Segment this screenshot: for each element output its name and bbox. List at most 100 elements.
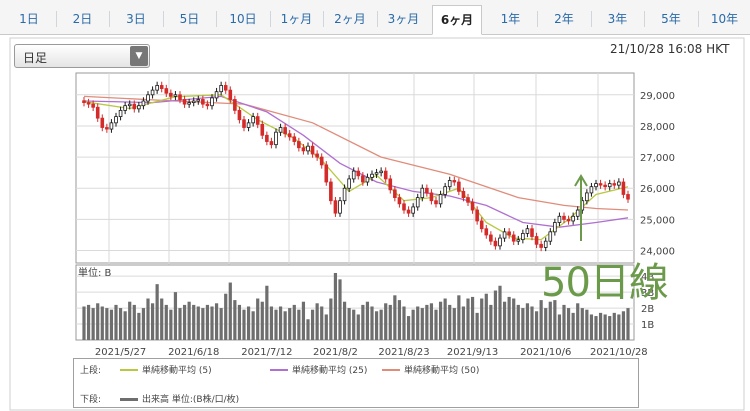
candle-body <box>438 194 443 205</box>
candle-body <box>621 181 626 195</box>
candle-body <box>141 100 146 107</box>
candle-body <box>233 99 237 111</box>
volume-bar <box>214 303 219 340</box>
volume-bar <box>246 306 251 340</box>
volume-bar <box>233 300 237 340</box>
tab-12[interactable]: 3年 <box>607 12 628 26</box>
candle-body <box>283 127 287 135</box>
candle-body <box>598 183 603 186</box>
candle-body <box>82 100 86 103</box>
candle-body <box>594 183 598 188</box>
volume-bar <box>178 308 182 340</box>
volume-bar <box>96 303 100 340</box>
volume-bar <box>342 301 347 340</box>
candle-body <box>210 97 214 107</box>
candle-body <box>534 236 539 245</box>
candle-body <box>374 172 379 175</box>
volume-bar <box>516 304 520 340</box>
candle-body <box>297 141 301 149</box>
volume-bar <box>608 316 612 340</box>
x-tick-label: 2021/8/2 <box>313 347 358 358</box>
annotation-arrow-head <box>574 174 588 187</box>
candle-body <box>315 153 319 158</box>
price-tick-label: 29,000 <box>640 91 675 102</box>
tab-8[interactable]: 3ヶ月 <box>387 12 420 26</box>
tab-2[interactable]: 2日 <box>72 12 93 26</box>
volume-bar <box>406 316 411 340</box>
candle-body <box>123 105 127 111</box>
period-select-value: 日足 <box>23 51 48 65</box>
tab-3[interactable]: 3日 <box>126 12 146 26</box>
volume-bar <box>141 308 146 340</box>
volume-bar <box>219 308 223 340</box>
tab-6[interactable]: 1ヶ月 <box>280 12 313 26</box>
tab-11[interactable]: 2年 <box>554 12 574 26</box>
volume-bar <box>288 308 292 340</box>
candle-body <box>109 122 114 130</box>
volume-bar <box>251 311 255 340</box>
volume-bar <box>443 298 447 340</box>
timestamp: 21/10/28 16:08 HKT <box>610 42 730 56</box>
volume-bar <box>237 304 242 340</box>
candle-body <box>329 181 333 202</box>
volume-bar <box>585 309 589 340</box>
period-select[interactable]: 日足 ▼ <box>14 44 150 68</box>
tab-5[interactable]: 10日 <box>229 12 257 26</box>
volume-bar <box>425 304 429 340</box>
volume-bar <box>461 306 466 340</box>
candle-body <box>388 178 393 191</box>
volume-bar <box>539 300 543 340</box>
candle-body <box>603 184 607 188</box>
tab-7[interactable]: 2ヶ月 <box>334 12 366 26</box>
tab-9[interactable]: 6ヶ月 <box>432 5 482 35</box>
volume-bar <box>612 312 616 340</box>
candle-body <box>118 109 123 118</box>
volume-bar <box>598 312 603 340</box>
candle-body <box>393 189 397 198</box>
volume-bar <box>297 309 301 340</box>
volume-bar <box>429 303 434 340</box>
tab-1[interactable]: 1日 <box>19 12 39 26</box>
candle-body <box>137 105 141 110</box>
volume-unit-label: 単位: B <box>78 266 112 279</box>
candle-body <box>521 233 525 241</box>
volume-tick-label: 3B <box>641 288 654 299</box>
tab-13[interactable]: 5年 <box>661 12 681 26</box>
tab-separator <box>55 11 57 27</box>
candle-body <box>182 99 187 105</box>
candle-body <box>91 103 95 108</box>
volume-bar <box>132 304 136 340</box>
candle-body <box>127 103 132 107</box>
volume-bar <box>452 308 456 340</box>
volume-bar <box>164 304 168 340</box>
candle-body <box>155 85 159 91</box>
volume-bar <box>580 308 584 340</box>
candle-body <box>201 99 205 105</box>
candle-body <box>575 209 580 217</box>
tab-separator <box>109 11 110 27</box>
chevron-down-icon[interactable]: ▼ <box>130 46 148 66</box>
candle-body <box>214 91 219 99</box>
candle-body <box>146 94 150 102</box>
volume-bar <box>548 301 552 340</box>
tab-14[interactable]: 10年 <box>710 12 739 26</box>
volume-bar <box>269 306 274 340</box>
candle-body <box>434 200 438 205</box>
volume-bar <box>146 298 150 340</box>
tab-10[interactable]: 1年 <box>500 12 521 26</box>
volume-bar <box>553 300 557 340</box>
legend-ma5-swatch <box>120 369 138 371</box>
tab-separator <box>162 11 164 27</box>
volume-bar <box>466 298 470 340</box>
candle-body <box>443 186 447 195</box>
legend-volume-swatch <box>120 398 138 401</box>
volume-bar <box>530 306 534 340</box>
candle-body <box>242 119 246 128</box>
volume-bar <box>416 306 420 340</box>
candle-body <box>274 131 278 146</box>
candle-body <box>255 116 260 125</box>
volume-bar <box>484 293 488 340</box>
volume-bar <box>493 290 498 340</box>
volume-bar <box>196 306 200 340</box>
tab-4[interactable]: 5日 <box>179 12 200 26</box>
